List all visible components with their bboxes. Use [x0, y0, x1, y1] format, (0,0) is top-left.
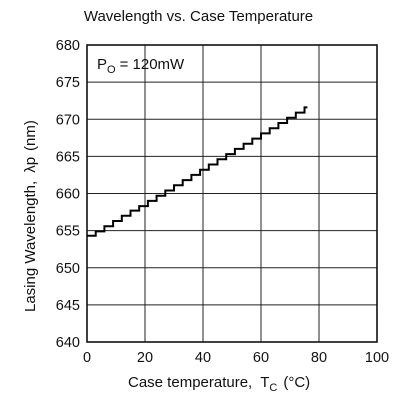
annotation-symbol: P — [97, 56, 107, 73]
x-tick-label: 0 — [83, 350, 91, 366]
power-annotation: PO = 120mW — [97, 56, 185, 76]
x-tick-label: 60 — [253, 350, 269, 366]
chart-title: Wavelength vs. Case Temperature — [83, 8, 314, 25]
grid-lines — [87, 45, 377, 342]
annotation-value: = 120mW — [120, 56, 185, 73]
y-tick-label: 650 — [56, 261, 80, 277]
x-axis-subscript: C — [269, 382, 277, 394]
y-tick-label: 680 — [56, 38, 80, 54]
plot-frame — [86, 44, 378, 343]
x-axis-symbol: T — [260, 374, 269, 391]
x-tick-label: 100 — [365, 350, 389, 366]
x-axis-label: Case temperature, TC (°C) — [128, 374, 310, 394]
y-tick-label: 665 — [56, 149, 80, 165]
y-tick-label: 655 — [56, 224, 80, 240]
y-tick-labels: 640 645 650 655 660 665 670 675 680 — [56, 38, 80, 351]
x-axis-label-text: Case temperature, — [128, 374, 252, 391]
x-tick-label: 80 — [311, 350, 327, 366]
y-tick-label: 670 — [56, 112, 80, 128]
wavelength-series-line — [87, 106, 308, 237]
x-tick-label: 20 — [137, 350, 153, 366]
y-tick-label: 660 — [56, 187, 80, 203]
y-axis-label: Lasing Wavelength, λp (nm) — [22, 120, 39, 312]
annotation-subscript: O — [107, 64, 116, 76]
y-tick-label: 675 — [56, 75, 80, 91]
x-axis-unit: (°C) — [283, 374, 310, 391]
y-axis-unit: (nm) — [22, 120, 39, 151]
x-tick-labels: 0 20 40 60 80 100 — [83, 350, 389, 366]
x-tick-label: 40 — [195, 350, 211, 366]
y-tick-label: 640 — [56, 335, 80, 351]
y-axis-label-text: Lasing Wavelength, — [22, 181, 39, 312]
y-axis-symbol: λp — [22, 157, 39, 173]
y-tick-label: 645 — [56, 298, 80, 314]
